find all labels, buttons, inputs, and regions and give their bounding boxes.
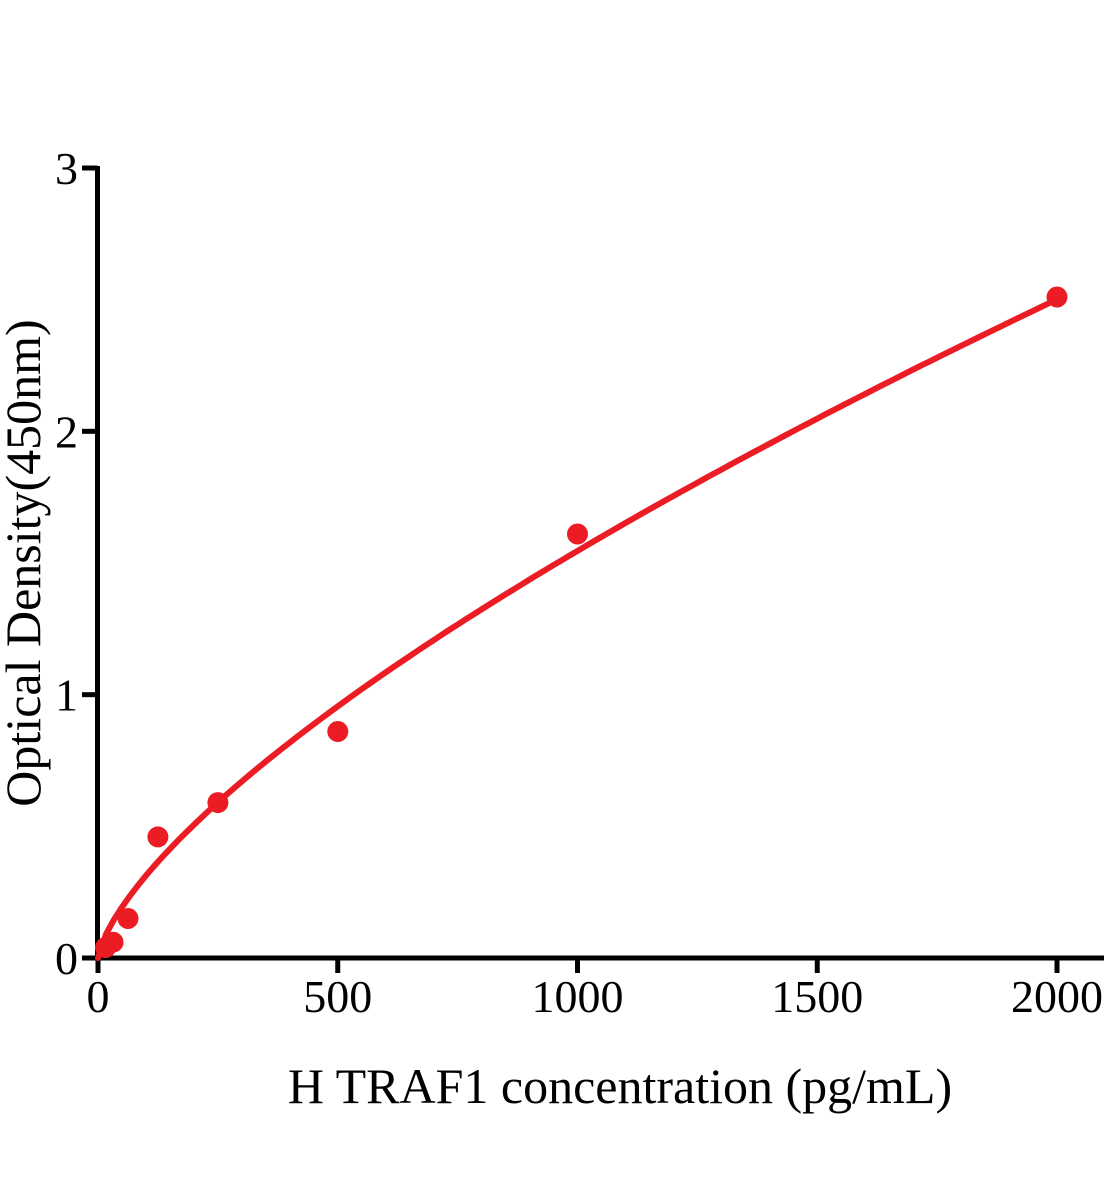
- data-point-marker: [567, 523, 588, 545]
- data-point-marker: [1046, 286, 1068, 308]
- data-point-marker: [207, 792, 229, 814]
- data-point-marker: [117, 908, 139, 929]
- x-tick-label: 2000: [1011, 971, 1103, 1022]
- fit-curve: [95, 296, 1060, 961]
- y-tick-label: 3: [55, 143, 78, 194]
- x-tick-label: 0: [87, 971, 110, 1022]
- x-tick-label: 1000: [532, 971, 624, 1022]
- data-point-marker: [147, 826, 169, 848]
- y-tick-label: 0: [55, 933, 78, 984]
- data-points: [95, 286, 1068, 958]
- x-tick-label: 1500: [771, 971, 863, 1022]
- data-point-marker: [102, 931, 124, 953]
- x-axis-ticks: 0 500 1000 1500 2000: [87, 960, 1103, 1022]
- fit-curve-line: [95, 296, 1060, 961]
- y-axis-ticks: 0 1 2 3: [55, 143, 98, 984]
- y-axis-title: Optical Density(450nm): [0, 319, 51, 806]
- x-tick-label: 500: [303, 971, 372, 1022]
- x-axis-title: H TRAF1 concentration (pg/mL): [288, 1058, 952, 1114]
- data-point-marker: [327, 721, 349, 742]
- y-tick-label: 1: [55, 670, 78, 721]
- y-tick-label: 2: [55, 406, 78, 457]
